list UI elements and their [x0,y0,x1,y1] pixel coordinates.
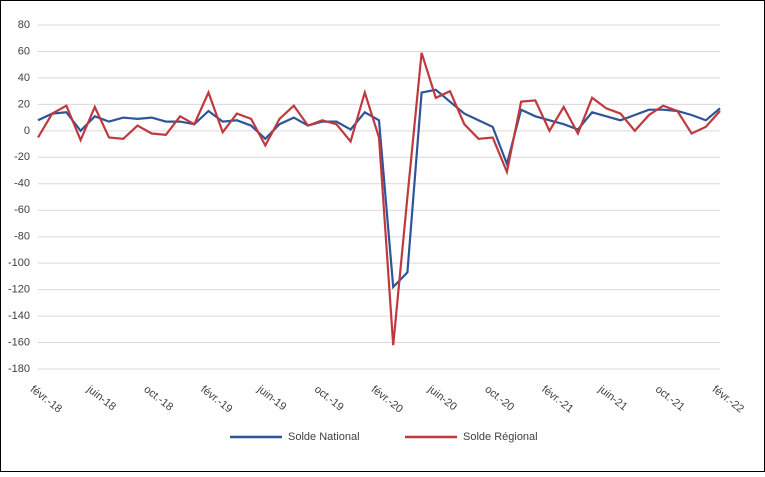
line-series [37,52,721,346]
y-tick-label: -40 [14,178,30,190]
y-tick-label: -180 [8,363,30,375]
y-tick-label: -160 [8,336,30,348]
y-tick-label: -100 [8,257,30,269]
y-tick-label: -140 [8,310,30,322]
y-tick-label: 40 [18,72,30,84]
line-series [37,88,721,290]
legend-label: Solde National [288,431,360,443]
y-tick-label: 20 [18,98,30,110]
legend-label: Solde Régional [463,431,538,443]
y-tick-label: 0 [24,125,30,137]
y-tick-label: -80 [14,231,30,243]
y-tick-label: 60 [18,45,30,57]
y-tick-label: 80 [18,19,30,31]
y-tick-label: -120 [8,284,30,296]
y-tick-label: -60 [14,204,30,216]
y-tick-label: -20 [14,151,30,163]
